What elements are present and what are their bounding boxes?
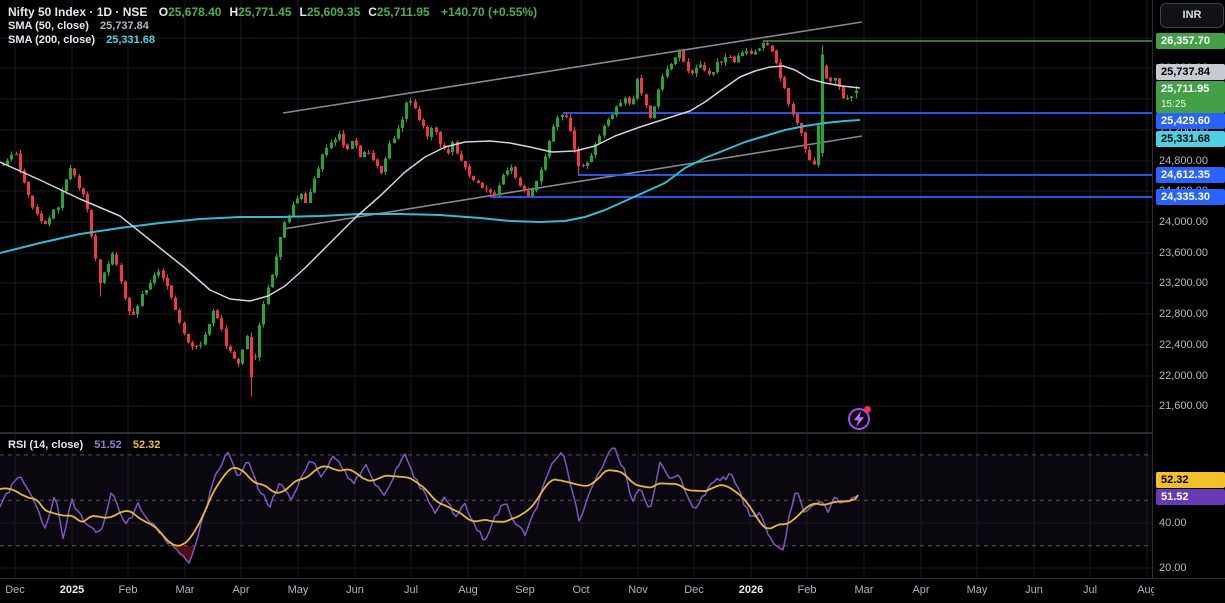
price-level-label[interactable]: 26,357.70: [1156, 33, 1225, 49]
axis-tick-label: 23,200.00: [1159, 277, 1208, 289]
time-axis-month-label: Sep: [515, 584, 535, 596]
panel-divider[interactable]: [0, 432, 1225, 434]
time-axis-month-label: Jun: [1025, 584, 1043, 596]
sma200-line[interactable]: [0, 119, 861, 254]
time-axis-month-label: Apr: [232, 584, 250, 596]
sma200-label: SMA (200, close): [8, 34, 96, 46]
rsi-panel[interactable]: RSI (14, close) 51.52 52.32: [0, 434, 1152, 578]
bar-countdown: 15:25: [1161, 99, 1187, 110]
axis-tick-label: 40.00: [1159, 517, 1187, 529]
sma50-value: 25,737.84: [99, 20, 149, 32]
price-axis[interactable]: INR 26,400.0026,000.0025,600.0025,200.00…: [1152, 0, 1225, 578]
axis-tick-label: 24,800.00: [1159, 155, 1208, 167]
ohlc-value: 25,711.95: [376, 5, 430, 19]
ohlc-key: H: [229, 5, 239, 19]
time-axis-year-label: 2025: [59, 584, 85, 596]
time-axis-month-label: May: [287, 584, 309, 596]
time-axis-labels: Dec 2025 Feb Mar Apr May Jun Jul Aug Sep Oct Nov Dec…: [0, 579, 1154, 603]
rsi-value: 51.52: [94, 439, 122, 451]
time-axis-month-label: Jun: [346, 584, 364, 596]
candlestick-series[interactable]: [2, 40, 858, 397]
time-axis-month-label: Jul: [1082, 584, 1098, 596]
time-axis-month-label: Mar: [854, 584, 874, 596]
rsi-oversold-fill: [174, 545, 195, 564]
change-value: +140.70 (+0.55%): [441, 5, 538, 19]
rsi-ma-line[interactable]: [0, 465, 859, 547]
price-panel[interactable]: Nifty 50 Index · 1D · NSE O25,678.40 H25,…: [0, 0, 1152, 432]
time-axis-month-label: Mar: [175, 584, 195, 596]
axis-tick-label: 22,000.00: [1159, 370, 1208, 382]
currency-button[interactable]: INR: [1160, 3, 1224, 28]
price-level-label[interactable]: 24,612.35: [1156, 167, 1225, 183]
time-axis-month-label: Apr: [912, 584, 930, 596]
sma50-label: SMA (50, close): [8, 20, 89, 32]
price-level-label[interactable]: 25,737.84: [1156, 64, 1225, 80]
price-level-label[interactable]: 51.52: [1156, 489, 1225, 505]
flash-alert-icon[interactable]: [848, 406, 871, 430]
time-axis-month-label: Dec: [5, 584, 25, 596]
price-level-label[interactable]: 25,711.95 15:25: [1156, 81, 1225, 113]
rsi-legend[interactable]: RSI (14, close) 51.52 52.32: [8, 439, 160, 451]
time-axis-month-label: Jul: [403, 584, 419, 596]
time-axis-year-label: 2026: [738, 584, 764, 596]
axis-tick-label: 22,800.00: [1159, 308, 1208, 320]
time-axis-month-label: Feb: [797, 584, 817, 596]
ohlc-value: 25,771.45: [238, 5, 292, 19]
ohlc-value: 25,609.35: [306, 5, 361, 19]
sma50-legend[interactable]: SMA (50, close) 25,737.84: [8, 20, 149, 32]
ohlc-values: O25,678.40 H25,771.45 L25,609.35 C25,711.95: [151, 5, 430, 19]
axis-tick-label: 21,600.00: [1159, 400, 1208, 412]
sma200-legend[interactable]: SMA (200, close) 25,331.68: [8, 34, 155, 46]
price-level-label[interactable]: 25,331.68: [1156, 131, 1225, 147]
price-level-label[interactable]: 52.32: [1156, 472, 1225, 488]
rsi-ma-value: 52.32: [132, 439, 161, 451]
rsi-chart-canvas[interactable]: [0, 434, 1152, 578]
rsi-line[interactable]: [0, 447, 859, 564]
symbol-title[interactable]: Nifty 50 Index · 1D · NSE: [8, 5, 148, 19]
trendline[interactable]: [282, 21, 863, 114]
ohlc-value: 25,678.40: [168, 5, 222, 19]
price-level-label[interactable]: 25,429.60: [1156, 113, 1225, 129]
time-axis-month-label: Nov: [628, 584, 648, 596]
time-axis-month-label: Oct: [572, 584, 590, 596]
ohlc-key: L: [299, 5, 307, 19]
symbol-legend: Nifty 50 Index · 1D · NSE O25,678.40 H25,…: [8, 5, 537, 19]
axis-tick-label: 22,400.00: [1159, 339, 1208, 351]
price-level-label[interactable]: 24,335.30: [1156, 189, 1225, 205]
time-axis-month-label: Aug: [1137, 584, 1154, 596]
time-axis-month-label: May: [966, 584, 988, 596]
time-axis-month-label: Dec: [684, 584, 704, 596]
axis-tick-label: 24,000.00: [1159, 216, 1208, 228]
axis-tick-label: 23,600.00: [1159, 247, 1208, 259]
time-axis[interactable]: Dec 2025 Feb Mar Apr May Jun Jul Aug Sep Oct Nov Dec…: [0, 578, 1225, 603]
trendline[interactable]: [282, 135, 863, 230]
sma50-line[interactable]: [0, 65, 861, 302]
sma200-value: 25,331.68: [106, 34, 156, 46]
time-axis-month-label: Feb: [118, 584, 138, 596]
ohlc-key: C: [368, 5, 377, 19]
time-axis-month-label: Aug: [458, 584, 478, 596]
ohlc-key: O: [158, 5, 169, 19]
rsi-label: RSI (14, close): [8, 439, 84, 451]
axis-tick-label: 20.00: [1159, 562, 1187, 574]
price-chart-canvas[interactable]: [0, 0, 1152, 432]
